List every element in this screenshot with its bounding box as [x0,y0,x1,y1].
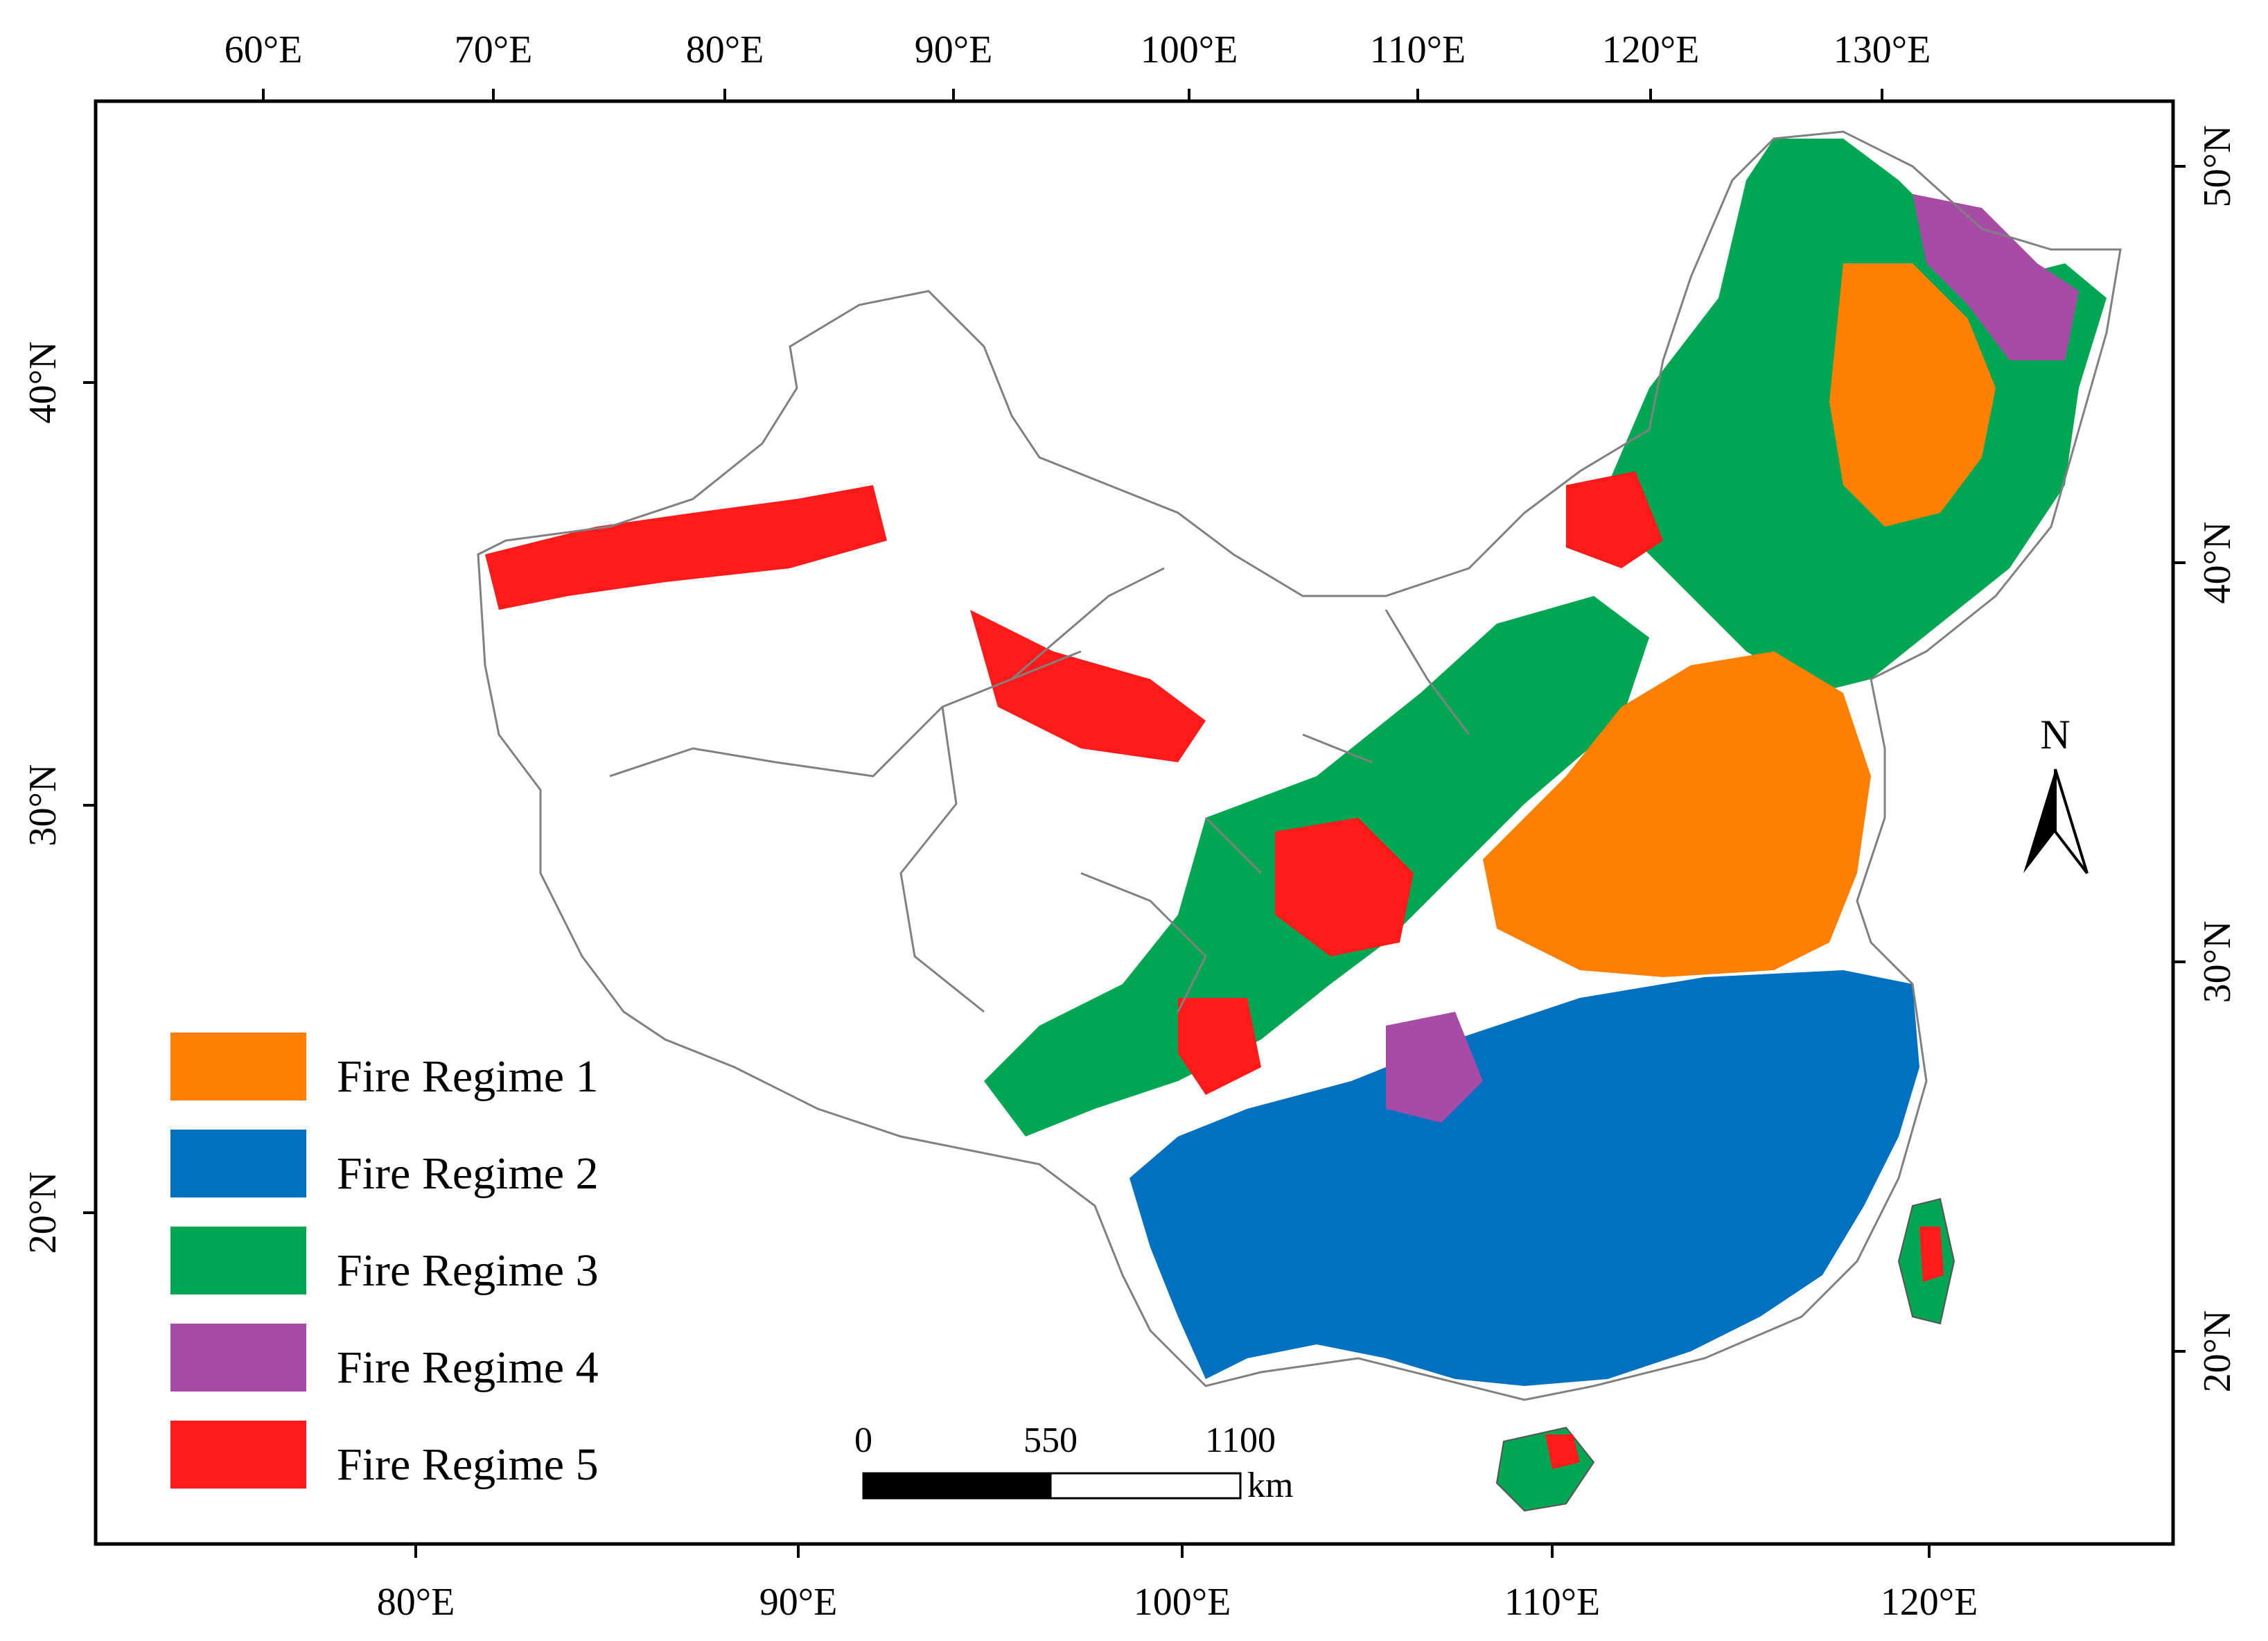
legend-swatch-3 [170,1227,306,1295]
right-tick-20n: 20°N [2196,1310,2239,1393]
north-arrow-right-half [2054,769,2089,875]
legend: Fire Regime 1 Fire Regime 2 Fire Regime … [170,1033,599,1490]
scale-bar-white-segment [1049,1472,1242,1500]
top-tick-130e: 130°E [1834,28,1931,71]
scale-bar: 0 550 1100 km [854,1421,1293,1505]
bottom-tick-100e: 100°E [1134,1581,1231,1624]
scale-bar-black-segment [862,1472,1052,1500]
regime-1-north-plain [1483,651,1871,977]
bottom-tick-110e: 110°E [1504,1581,1601,1624]
legend-label-1: Fire Regime 1 [337,1051,599,1102]
hainan-island [1495,1426,1595,1512]
legend-swatch-1 [170,1033,306,1100]
legend-swatch-5 [170,1421,306,1489]
bottom-tick-120e: 120°E [1881,1581,1978,1624]
regime-4-southwest [1386,1012,1483,1123]
regime-5-inner-mongolia [1566,471,1663,568]
top-tick-120e: 120°E [1602,28,1700,71]
scale-label-550: 550 [1023,1421,1078,1460]
legend-label-4: Fire Regime 4 [337,1342,599,1393]
legend-label-3: Fire Regime 3 [337,1245,599,1296]
left-axis: 40°N 30°N 20°N [21,342,96,1254]
right-tick-40n: 40°N [2196,522,2239,604]
left-tick-30n: 30°N [21,764,64,847]
regime-5-yunnan [1178,998,1261,1095]
legend-label-5: Fire Regime 5 [337,1439,599,1490]
right-tick-30n: 30°N [2196,921,2239,1003]
top-axis: 60°E 70°E 80°E 90°E 100°E 110°E 120°E 13… [225,28,1931,101]
regime-5-southwest [1275,818,1414,956]
top-tick-60e: 60°E [225,28,303,71]
right-tick-50n: 50°N [2196,125,2239,208]
scale-label-0: 0 [854,1421,872,1460]
map-frame [94,99,2175,1546]
taiwan-red-patch [1919,1227,1944,1282]
top-tick-90e: 90°E [915,28,993,71]
top-tick-110e: 110°E [1370,28,1466,71]
left-tick-40n: 40°N [21,342,64,424]
bottom-tick-90e: 90°E [759,1581,838,1624]
top-tick-70e: 70°E [455,28,533,71]
hainan-red-patch [1545,1434,1580,1469]
north-arrow-left-half [2023,769,2055,873]
regime-5-qinghai [970,610,1206,762]
legend-label-2: Fire Regime 2 [337,1148,599,1199]
north-arrow-label: N [2040,712,2070,757]
fire-regime-raster [485,139,2107,1386]
left-tick-20n: 20°N [21,1172,64,1254]
bottom-axis: 80°E 90°E 100°E 110°E 120°E [377,1544,1978,1624]
legend-swatch-2 [170,1130,306,1197]
regime-1-northeast [1829,263,1996,527]
legend-swatch-4 [170,1324,306,1392]
scale-label-1100: 1100 [1205,1421,1276,1460]
top-tick-80e: 80°E [686,28,764,71]
regime-2-south [1129,970,1919,1386]
north-arrow: N [2023,712,2089,875]
top-tick-100e: 100°E [1141,28,1238,71]
regime-4-northeast [1913,194,2079,360]
province-boundaries [609,567,1470,1013]
right-axis: 50°N 40°N 30°N 20°N [2173,125,2239,1393]
china-outline [477,130,2122,1401]
scale-unit: km [1247,1466,1293,1505]
regime-5-xinjiang [485,485,887,610]
bottom-tick-80e: 80°E [377,1581,455,1624]
